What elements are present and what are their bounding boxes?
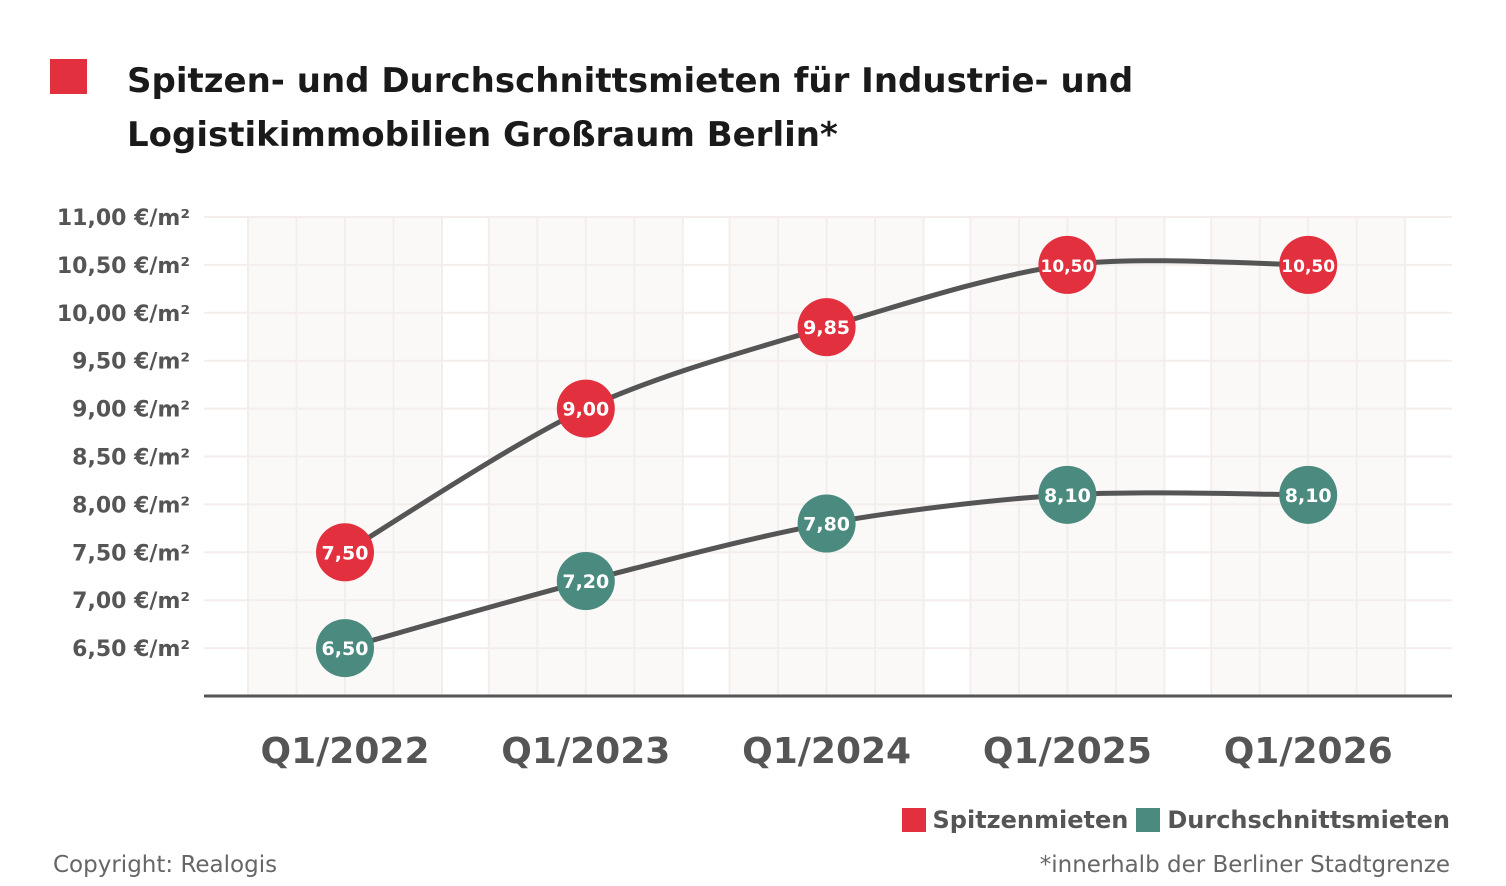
data-point	[316, 523, 374, 582]
data-label: 7,20	[562, 571, 609, 593]
data-label: 7,80	[803, 514, 850, 536]
data-label: 10,50	[1041, 257, 1095, 277]
data-label: 9,85	[803, 317, 850, 339]
data-point	[1279, 235, 1338, 294]
data-point	[797, 494, 856, 553]
data-point	[556, 552, 615, 611]
legend-item-spitzenmieten: Spitzenmieten	[901, 806, 1129, 834]
title-marker	[50, 59, 87, 94]
x-tick-label: Q1/2023	[501, 731, 670, 772]
legend-swatch	[1136, 808, 1161, 832]
y-tick-label: 9,00 €/m²	[72, 398, 190, 423]
legend-label: Durchschnittsmieten	[1167, 806, 1450, 834]
data-point	[1279, 465, 1338, 524]
y-tick-label: 6,50 €/m²	[72, 637, 190, 662]
legend-item-durchschnittsmieten: Durchschnittsmieten	[1136, 806, 1450, 834]
legend-swatch	[901, 808, 926, 832]
data-label: 8,10	[1285, 485, 1332, 507]
data-point	[1038, 465, 1097, 524]
chart-title: Spitzen- und Durchschnittsmieten für Ind…	[127, 61, 1134, 155]
copyright: Copyright: Realogis	[53, 852, 278, 878]
x-tick-label: Q1/2024	[742, 731, 911, 772]
y-tick-label: 11,00 €/m²	[57, 206, 190, 231]
legend: Spitzenmieten Durchschnittsmieten	[901, 806, 1450, 834]
data-label: 7,50	[322, 542, 369, 564]
y-tick-label: 7,50 €/m²	[72, 541, 190, 566]
data-label: 8,10	[1044, 485, 1091, 507]
data-label: 6,50	[322, 638, 369, 660]
y-tick-label: 9,50 €/m²	[72, 350, 190, 375]
data-label: 9,00	[562, 399, 609, 421]
data-point	[1038, 235, 1097, 294]
y-tick-label: 10,00 €/m²	[57, 302, 190, 327]
data-point	[556, 379, 615, 438]
x-tick-label: Q1/2022	[261, 731, 430, 772]
legend-label: Spitzenmieten	[932, 806, 1129, 834]
y-tick-label: 8,50 €/m²	[72, 446, 190, 471]
data-point	[316, 619, 374, 678]
y-tick-label: 8,00 €/m²	[72, 493, 190, 518]
footnote: *innerhalb der Berliner Stadtgrenze	[1039, 852, 1450, 878]
data-point	[797, 298, 856, 357]
y-tick-label: 7,00 €/m²	[72, 589, 190, 614]
y-tick-label: 10,50 €/m²	[57, 254, 190, 279]
x-tick-label: Q1/2025	[983, 731, 1152, 772]
data-label: 10,50	[1281, 257, 1335, 277]
x-tick-label: Q1/2026	[1224, 731, 1393, 772]
